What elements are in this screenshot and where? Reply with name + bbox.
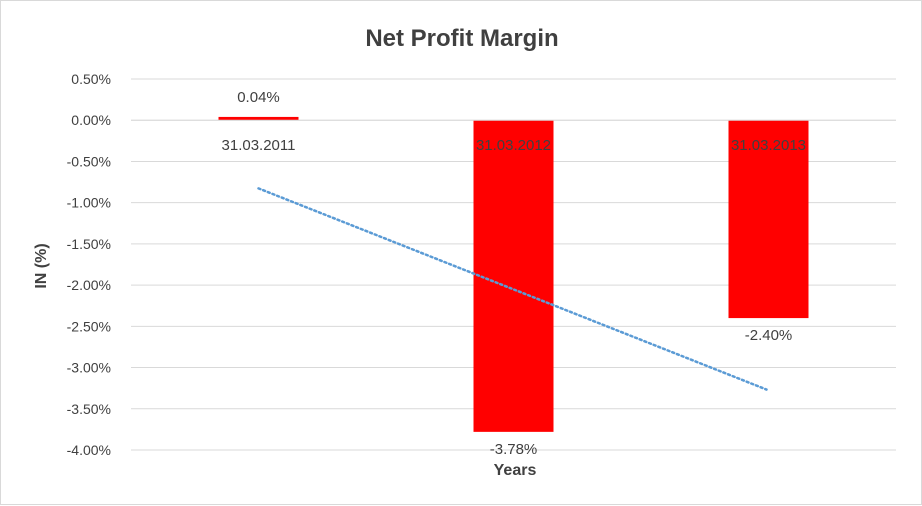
bars <box>218 116 809 432</box>
category-label: 31.03.2012 <box>476 137 551 154</box>
y-tick-label: 0.50% <box>71 71 111 87</box>
trendline <box>257 187 768 391</box>
y-tick-label: -1.50% <box>67 236 111 252</box>
y-tick-label: -2.00% <box>67 277 111 293</box>
y-tick-label: -1.00% <box>67 195 111 211</box>
y-axis-ticks: 0.50% 0.00% -0.50% -1.00% -1.50% -2.00% -2.50%… <box>67 71 111 458</box>
y-tick-label: -4.00% <box>67 442 111 458</box>
y-tick-label: 0.00% <box>71 112 111 128</box>
data-labels: 0.04% -3.78% -2.40% <box>237 89 792 458</box>
y-tick-label: -3.00% <box>67 360 111 376</box>
category-labels: 31.03.2011 31.03.2012 31.03.2013 <box>222 137 807 154</box>
y-tick-label: -2.50% <box>67 318 111 334</box>
bar <box>473 120 554 432</box>
data-label: -3.78% <box>490 441 538 458</box>
category-label: 31.03.2013 <box>731 137 806 154</box>
y-axis-label: IN (%) <box>33 243 50 288</box>
data-label: 0.04% <box>237 89 280 106</box>
y-tick-label: -3.50% <box>67 401 111 417</box>
y-tick-label: -0.50% <box>67 153 111 169</box>
bar <box>728 120 809 319</box>
x-axis-label: Years <box>494 462 537 479</box>
chart-title: Net Profit Margin <box>365 25 558 52</box>
bar <box>218 116 299 121</box>
category-label: 31.03.2011 <box>222 137 296 154</box>
data-label: -2.40% <box>745 327 793 344</box>
